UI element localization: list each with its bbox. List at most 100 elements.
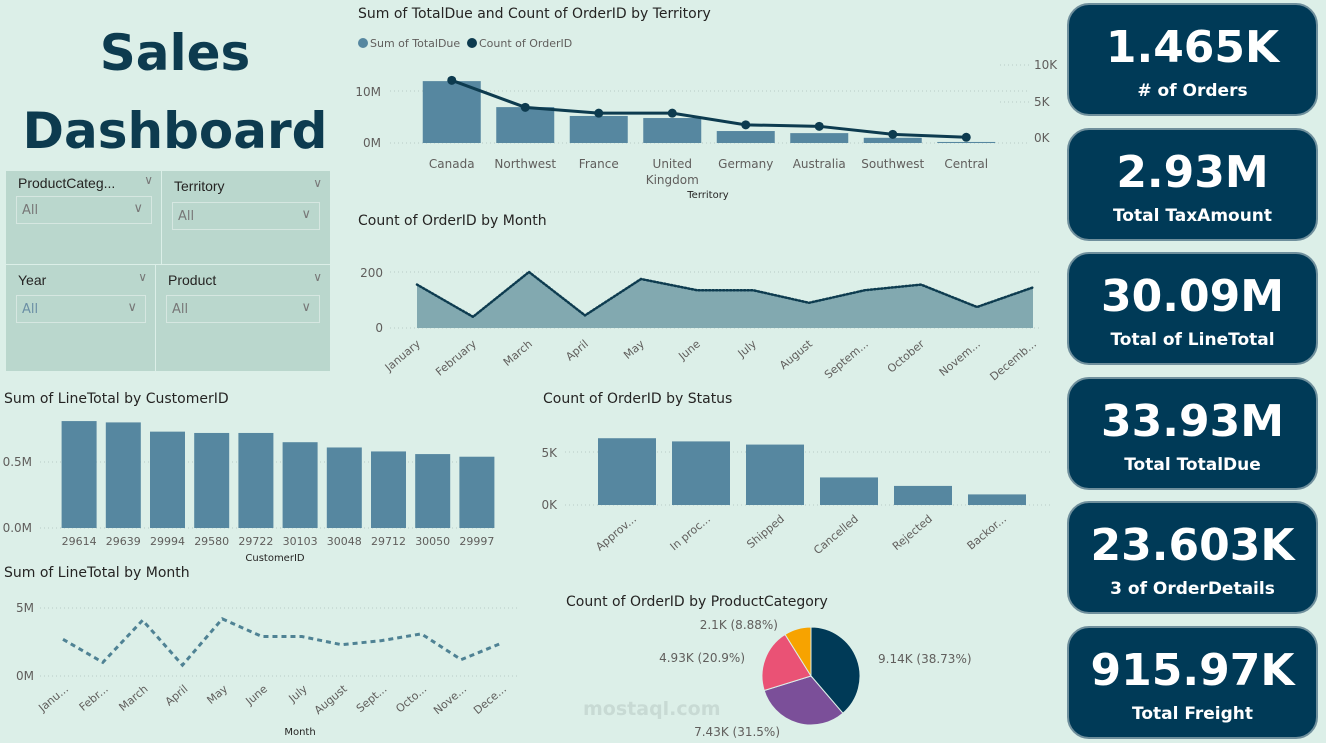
bar <box>371 451 406 528</box>
chevron-down-icon: ∨ <box>301 300 311 315</box>
line-point <box>520 102 530 112</box>
slicer-dropdown[interactable]: All ∨ <box>166 295 320 323</box>
slicer-territory[interactable]: Territory ∨ All ∨ <box>162 171 330 265</box>
slicer-year[interactable]: Year ∨ All ∨ <box>6 264 156 371</box>
slicer-value: All <box>22 203 39 218</box>
y-tick: 5K <box>541 446 558 460</box>
bar <box>643 118 702 143</box>
x-axis-label: CustomerID <box>245 553 305 564</box>
kpi-card: 23.603K 3 of OrderDetails <box>1067 501 1318 614</box>
bar <box>746 444 804 505</box>
slicer-dropdown[interactable]: All ∨ <box>172 202 320 230</box>
chevron-down-icon: ∨ <box>133 201 143 216</box>
area-line <box>415 270 1035 319</box>
x-tick: February <box>433 337 479 379</box>
x-tick: Decemb... <box>987 337 1038 383</box>
y2-tick: 0K <box>1034 131 1051 145</box>
x-tick: 30103 <box>283 535 318 548</box>
x-tick: October <box>885 337 927 376</box>
x-tick: Shipped <box>744 512 787 551</box>
x-tick: Febr... <box>77 682 111 713</box>
bar <box>150 431 185 528</box>
x-tick: Sept... <box>354 682 390 715</box>
chevron-down-icon[interactable]: ∨ <box>144 173 153 187</box>
line-point <box>961 132 971 142</box>
kpi-label: Total of LineTotal <box>1110 330 1275 350</box>
x-tick: Australia <box>793 157 846 171</box>
x-tick: France <box>579 157 619 171</box>
bar <box>282 442 318 528</box>
y-tick: 0K <box>541 498 558 512</box>
x-tick: July <box>286 682 311 706</box>
bar <box>459 456 495 528</box>
x-tick: Rejected <box>890 512 935 553</box>
pie-data-label: 9.14K (38.73%) <box>878 652 972 666</box>
kpi-card: 915.97K Total Freight <box>1067 625 1318 739</box>
bar <box>894 485 952 505</box>
chevron-down-icon: ∨ <box>301 207 311 222</box>
chevron-down-icon[interactable]: ∨ <box>313 270 322 284</box>
pie-slice <box>810 626 861 714</box>
y-tick: 0M <box>16 669 34 683</box>
y-tick: 0 <box>375 321 383 335</box>
bar <box>716 131 775 143</box>
x-tick: Southwest <box>861 157 924 171</box>
x-tick: Cancelled <box>811 512 861 557</box>
kpi-label: Total TaxAmount <box>1112 205 1273 226</box>
x-tick: Octo... <box>393 682 429 715</box>
pie-slice <box>763 675 844 726</box>
kpi-label: Total TotalDue <box>1124 454 1261 475</box>
bar <box>496 107 555 143</box>
slicer-product[interactable]: Product ∨ All ∨ <box>156 264 330 371</box>
x-tick: March <box>501 337 535 369</box>
x-tick: January <box>382 337 423 375</box>
chart-title: Sum of LineTotal by CustomerID <box>4 391 229 407</box>
line-point <box>741 120 751 130</box>
x-tick: Kingdom <box>646 173 699 187</box>
bar <box>326 447 362 528</box>
kpi-value: 1.465K <box>1105 22 1280 73</box>
y-tick: 0.5M <box>3 455 32 469</box>
x-tick: Dece... <box>471 682 509 717</box>
x-tick: Canada <box>429 157 475 171</box>
x-tick: Backor... <box>965 512 1009 552</box>
kpi-value: 30.09M <box>1101 271 1284 322</box>
x-tick: May <box>621 337 647 362</box>
slicer-productcategory[interactable]: ProductCateg... ∨ All ∨ <box>6 171 162 265</box>
y-tick: 10M <box>355 85 381 99</box>
legend-label: Sum of TotalDue <box>370 37 460 50</box>
x-tick: August <box>777 337 815 372</box>
slicer-label: Year <box>18 272 47 288</box>
x-tick: April <box>163 682 191 708</box>
chart-title: Count of OrderID by Month <box>358 213 547 229</box>
slicer-dropdown[interactable]: All ∨ <box>16 196 152 224</box>
x-tick: 30050 <box>415 535 450 548</box>
x-tick: 29712 <box>371 535 406 548</box>
slicer-label: Territory <box>174 178 225 194</box>
x-tick: Janu... <box>35 682 70 715</box>
kpi-card: 2.93M Total TaxAmount <box>1067 127 1318 241</box>
chevron-down-icon[interactable]: ∨ <box>138 270 147 284</box>
x-tick: Novem... <box>937 337 983 379</box>
chevron-down-icon[interactable]: ∨ <box>313 176 322 190</box>
kpi-label: # of Orders <box>1137 81 1248 101</box>
x-tick: March <box>117 682 151 714</box>
slicer-dropdown[interactable]: All ∨ <box>16 295 146 323</box>
x-tick: July <box>735 337 760 361</box>
bar <box>105 422 141 528</box>
x-tick: May <box>204 682 230 707</box>
bar <box>790 133 849 143</box>
bar <box>422 81 481 143</box>
x-tick: 29722 <box>238 535 273 548</box>
line-series <box>451 78 967 139</box>
bar <box>194 432 230 528</box>
bar <box>863 137 922 143</box>
y2-tick: 5K <box>1034 95 1051 109</box>
pie-slice <box>761 633 812 692</box>
x-tick: 29614 <box>62 535 97 548</box>
line-point <box>888 129 898 139</box>
bar <box>672 441 730 505</box>
y-tick: 0.0M <box>3 521 32 535</box>
x-tick: 29580 <box>194 535 229 548</box>
x-tick: Central <box>944 157 988 171</box>
